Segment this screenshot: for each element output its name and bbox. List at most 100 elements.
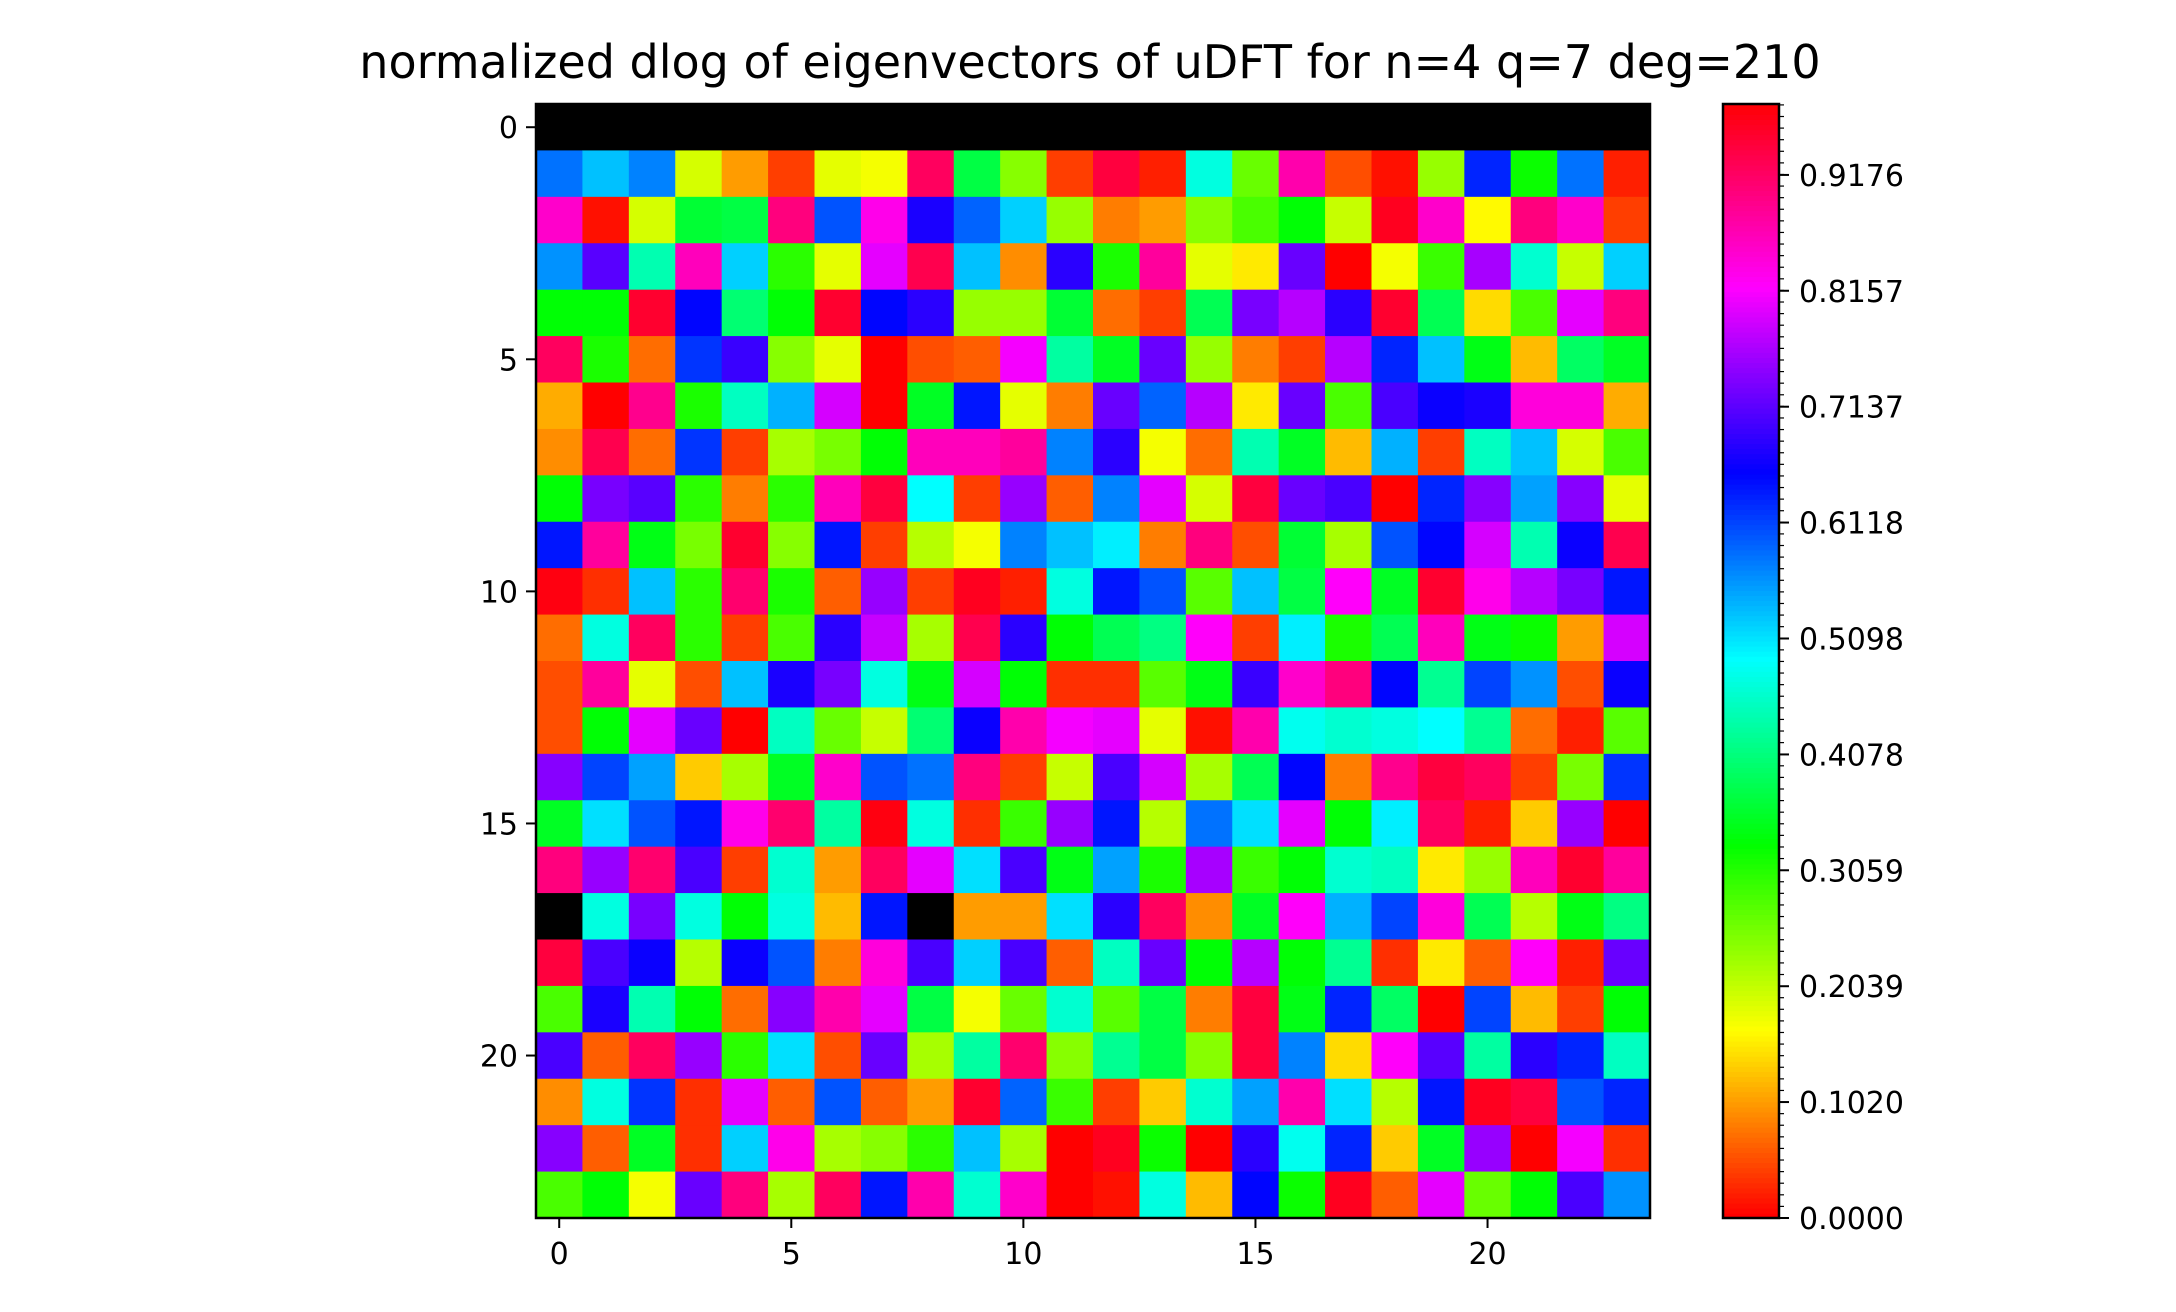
heatmap-cell xyxy=(1371,1171,1419,1219)
colorbar-segment xyxy=(1723,139,1779,146)
colorbar-segment xyxy=(1723,428,1779,434)
heatmap-cell xyxy=(1325,661,1373,709)
heatmap-cell xyxy=(1185,336,1233,384)
heatmap-cell xyxy=(1185,150,1233,198)
heatmap-cell xyxy=(907,846,955,894)
colorbar-segment xyxy=(1723,169,1779,176)
heatmap-cell xyxy=(814,893,862,941)
heatmap-cell xyxy=(953,1032,1001,1080)
colorbar-segment xyxy=(1723,615,1779,622)
colorbar-tick-label: 0.5098 xyxy=(1799,622,1904,657)
colorbar-segment xyxy=(1723,296,1779,303)
heatmap-cell xyxy=(1278,150,1326,198)
x-axis: 0 5 10 15 20 xyxy=(550,1218,1507,1272)
heatmap-cell xyxy=(953,196,1001,244)
heatmap-cell xyxy=(907,568,955,616)
heatmap-cell xyxy=(582,289,630,337)
heatmap-cell xyxy=(1000,150,1048,198)
colorbar-segment xyxy=(1723,235,1779,242)
heatmap-cell xyxy=(1557,521,1605,569)
heatmap-cell xyxy=(860,1078,908,1126)
heatmap-cell xyxy=(628,150,676,198)
heatmap-cell xyxy=(953,428,1001,476)
heatmap-cell xyxy=(1278,1171,1326,1219)
heatmap-cell xyxy=(860,475,908,523)
heatmap-cell xyxy=(582,475,630,523)
colorbar-segment xyxy=(1723,200,1779,207)
heatmap-cell xyxy=(814,707,862,755)
heatmap-cell xyxy=(1232,104,1280,152)
heatmap-cell xyxy=(1325,568,1373,616)
heatmap-cell xyxy=(1603,150,1651,198)
heatmap-cell xyxy=(582,1032,630,1080)
heatmap-cell xyxy=(907,243,955,291)
heatmap-cell xyxy=(768,289,816,337)
heatmap-cell xyxy=(814,846,862,894)
colorbar-segment xyxy=(1723,438,1779,445)
colorbar-segment xyxy=(1723,1197,1779,1204)
heatmap-cell xyxy=(1046,428,1094,476)
heatmap-cell xyxy=(1464,382,1512,430)
colorbar-segment xyxy=(1723,802,1779,809)
heatmap-cell xyxy=(814,289,862,337)
heatmap-cell xyxy=(768,428,816,476)
heatmap-cell xyxy=(1232,382,1280,430)
heatmap-cell xyxy=(953,336,1001,384)
heatmap-cell xyxy=(1046,985,1094,1033)
x-tick-label: 5 xyxy=(782,1237,801,1272)
colorbar-segment xyxy=(1723,260,1779,267)
heatmap-cell xyxy=(1185,661,1233,709)
heatmap-cell xyxy=(536,614,584,662)
colorbar-segment xyxy=(1723,534,1779,541)
heatmap-cell xyxy=(1278,846,1326,894)
colorbar-segment xyxy=(1723,944,1779,951)
colorbar-segment xyxy=(1723,423,1779,429)
colorbar-segment xyxy=(1723,625,1779,632)
heatmap-cell xyxy=(1232,1032,1280,1080)
heatmap-cell xyxy=(1417,939,1465,987)
heatmap-cell xyxy=(628,568,676,616)
heatmap-cell xyxy=(953,939,1001,987)
heatmap-cell xyxy=(1325,196,1373,244)
colorbar-segment xyxy=(1723,549,1779,556)
heatmap-cell xyxy=(1510,985,1558,1033)
heatmap-cell xyxy=(721,150,769,198)
heatmap-cell xyxy=(814,985,862,1033)
colorbar-segment xyxy=(1723,291,1779,298)
colorbar-segment xyxy=(1723,1106,1779,1113)
heatmap-cell xyxy=(860,800,908,848)
heatmap-cell xyxy=(1557,382,1605,430)
heatmap-cell xyxy=(1278,1125,1326,1173)
colorbar-segment xyxy=(1723,347,1779,353)
colorbar-segment xyxy=(1723,524,1779,531)
heatmap-cell xyxy=(1278,661,1326,709)
heatmap-cell xyxy=(953,568,1001,616)
colorbar-segment xyxy=(1723,129,1779,136)
heatmap-cell xyxy=(953,985,1001,1033)
colorbar-segment xyxy=(1723,453,1779,460)
x-tick-label: 20 xyxy=(1468,1237,1506,1272)
heatmap-cell xyxy=(1557,568,1605,616)
heatmap-cell xyxy=(1185,428,1233,476)
heatmap-cells xyxy=(536,104,1651,1219)
heatmap-cell xyxy=(1139,289,1187,337)
heatmap-cell xyxy=(1371,104,1419,152)
heatmap-cell xyxy=(1603,1171,1651,1219)
heatmap-cell xyxy=(1093,196,1141,244)
colorbar-segment xyxy=(1723,392,1779,399)
heatmap-cell xyxy=(675,707,723,755)
heatmap-cell xyxy=(768,104,816,152)
heatmap-cell xyxy=(814,661,862,709)
heatmap-cell xyxy=(1557,428,1605,476)
heatmap-cell xyxy=(907,753,955,801)
colorbar-segment xyxy=(1723,1111,1779,1118)
colorbar-segment xyxy=(1723,331,1779,338)
heatmap-cell xyxy=(1046,196,1094,244)
colorbar-segment xyxy=(1723,463,1779,470)
heatmap-cell xyxy=(1232,336,1280,384)
heatmap-cell xyxy=(953,1078,1001,1126)
heatmap-cell xyxy=(1093,289,1141,337)
heatmap-cell xyxy=(536,800,584,848)
colorbar-segment xyxy=(1723,1162,1779,1169)
heatmap-cell xyxy=(1278,243,1326,291)
